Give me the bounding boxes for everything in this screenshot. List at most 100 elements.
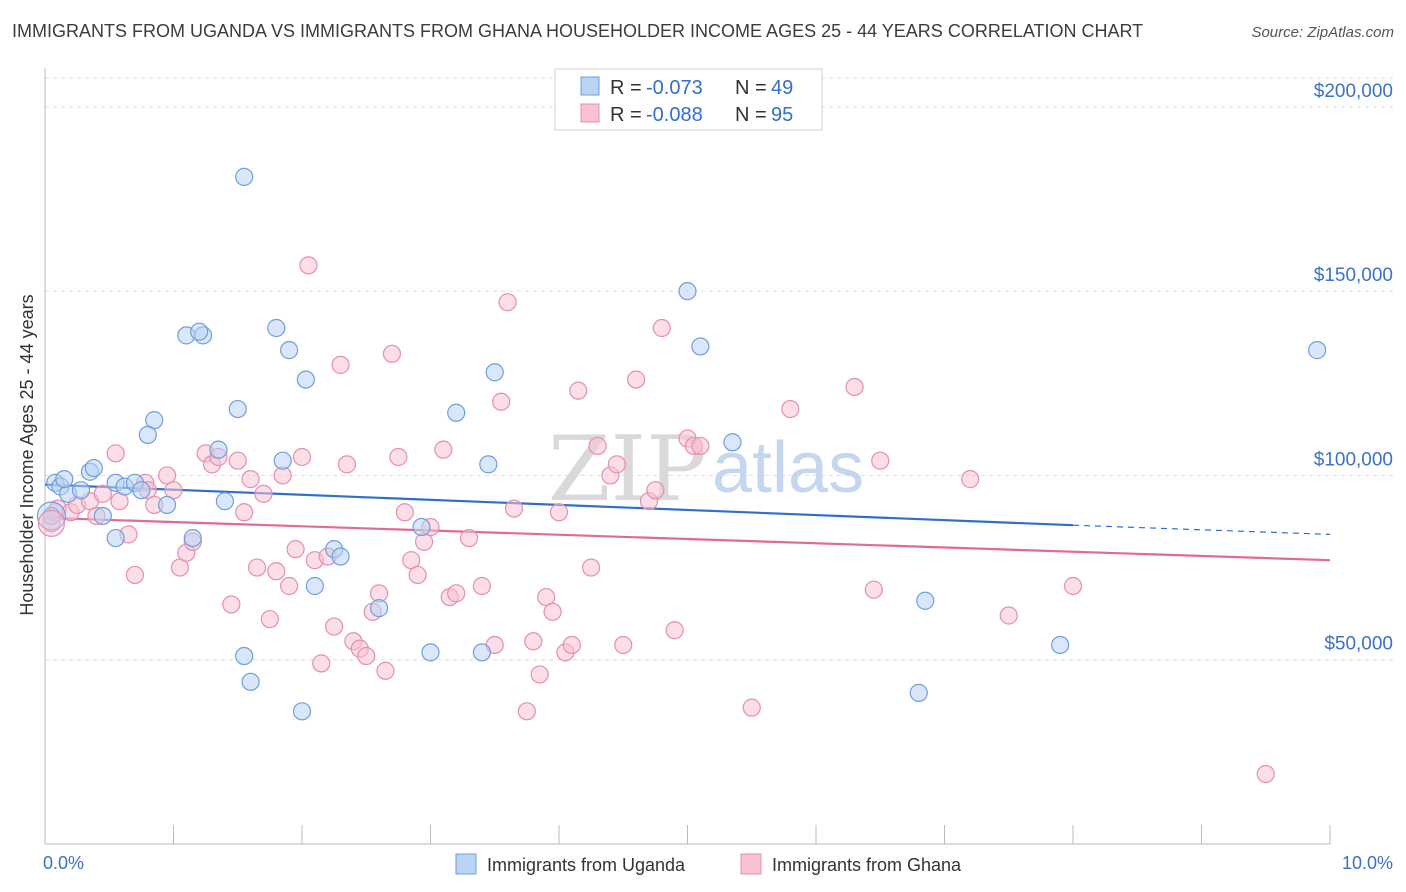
legend-n-value-1: 49 bbox=[771, 77, 793, 99]
point-uganda bbox=[292, 702, 312, 721]
point-uganda bbox=[280, 341, 299, 360]
point-uganda bbox=[241, 672, 260, 691]
point-ghana bbox=[626, 370, 646, 389]
point-uganda bbox=[93, 506, 112, 526]
point-uganda bbox=[331, 547, 350, 566]
point-uganda bbox=[106, 528, 125, 548]
point-ghana bbox=[614, 635, 633, 655]
point-ghana bbox=[999, 606, 1018, 625]
source-label: Source: ZipAtlas.com bbox=[1251, 24, 1394, 41]
y-axis-label: Householder Income Ages 25 - 44 years bbox=[17, 294, 37, 615]
x-tick-labels: 0.0% 10.0% bbox=[43, 853, 1393, 873]
point-ghana bbox=[434, 440, 453, 459]
point-ghana bbox=[569, 381, 588, 400]
point-uganda bbox=[485, 363, 504, 382]
point-ghana bbox=[228, 451, 247, 470]
point-uganda bbox=[909, 683, 928, 702]
data-points bbox=[36, 167, 1327, 784]
y-tick-label: $50,000 bbox=[1324, 634, 1393, 655]
point-ghana bbox=[312, 654, 331, 673]
y-tick-labels: $50,000 $100,000 $150,000 $200,000 bbox=[1314, 81, 1393, 655]
point-ghana bbox=[961, 470, 980, 489]
point-ghana bbox=[376, 661, 395, 680]
point-ghana bbox=[93, 484, 112, 503]
point-ghana bbox=[543, 602, 562, 621]
point-ghana bbox=[652, 318, 671, 338]
point-uganda bbox=[235, 167, 254, 186]
point-ghana bbox=[254, 484, 273, 503]
point-uganda bbox=[479, 455, 498, 474]
point-uganda bbox=[55, 470, 74, 489]
legend-n-label-2: N = bbox=[735, 104, 767, 126]
x-tick-label: 10.0% bbox=[1342, 853, 1393, 873]
stats-legend: R = -0.073 N = 49 R = -0.088 N = 95 bbox=[554, 68, 823, 131]
point-ghana bbox=[357, 646, 376, 666]
point-uganda bbox=[190, 322, 209, 341]
y-tick-label: $200,000 bbox=[1314, 81, 1393, 102]
legend-r-value-2: -0.088 bbox=[646, 104, 703, 126]
point-uganda bbox=[412, 517, 431, 537]
point-ghana bbox=[299, 256, 318, 275]
point-ghana bbox=[691, 436, 710, 456]
point-ghana bbox=[260, 610, 279, 629]
trend-line-uganda-extension bbox=[1072, 524, 1331, 535]
bottom-swatch-ghana bbox=[740, 853, 762, 875]
point-ghana bbox=[1063, 576, 1083, 596]
point-uganda bbox=[1051, 635, 1070, 655]
point-uganda bbox=[472, 643, 491, 662]
bottom-swatch-uganda bbox=[455, 853, 477, 875]
point-ghana bbox=[325, 617, 344, 636]
bottom-legend-ghana: Immigrants from Ghana bbox=[772, 855, 962, 875]
point-ghana bbox=[524, 632, 543, 651]
point-ghana bbox=[504, 499, 524, 518]
point-ghana bbox=[607, 455, 626, 474]
point-uganda bbox=[228, 399, 247, 419]
point-ghana bbox=[292, 447, 312, 467]
point-ghana bbox=[382, 344, 402, 363]
point-ghana bbox=[781, 399, 800, 419]
point-uganda bbox=[691, 337, 710, 356]
point-ghana bbox=[280, 576, 299, 596]
point-uganda bbox=[84, 458, 103, 478]
point-ghana bbox=[871, 451, 890, 470]
legend-swatch-uganda bbox=[580, 76, 600, 96]
legend-n-value-2: 95 bbox=[771, 104, 793, 126]
point-uganda bbox=[273, 451, 292, 470]
point-ghana bbox=[517, 702, 536, 721]
point-uganda bbox=[157, 495, 177, 515]
point-uganda bbox=[42, 506, 61, 526]
point-uganda bbox=[132, 481, 151, 500]
point-uganda bbox=[370, 599, 389, 618]
point-uganda bbox=[678, 282, 697, 301]
legend-swatch-ghana bbox=[580, 103, 600, 123]
bottom-legend-uganda: Immigrants from Uganda bbox=[487, 855, 686, 875]
chart-title: IMMIGRANTS FROM UGANDA VS IMMIGRANTS FRO… bbox=[12, 21, 1144, 41]
legend-r-label-2: R = bbox=[610, 104, 642, 126]
point-ghana bbox=[389, 447, 408, 467]
grid-lines bbox=[45, 77, 1395, 661]
point-ghana bbox=[247, 558, 267, 577]
point-ghana bbox=[562, 635, 581, 655]
point-ghana bbox=[267, 562, 286, 581]
point-ghana bbox=[235, 503, 254, 522]
legend-r-label-1: R = bbox=[610, 77, 642, 99]
point-ghana bbox=[530, 665, 549, 684]
y-tick-label: $100,000 bbox=[1314, 449, 1393, 470]
point-uganda bbox=[296, 370, 315, 389]
point-uganda bbox=[723, 433, 742, 452]
point-ghana bbox=[395, 503, 414, 522]
point-ghana bbox=[582, 558, 601, 577]
trend-line-ghana bbox=[44, 516, 1331, 562]
point-ghana bbox=[447, 584, 466, 603]
point-ghana bbox=[498, 293, 517, 312]
point-ghana bbox=[459, 528, 479, 548]
point-uganda bbox=[209, 440, 228, 459]
point-uganda bbox=[421, 643, 440, 662]
legend-r-value-1: -0.073 bbox=[646, 77, 703, 99]
point-ghana bbox=[241, 470, 260, 489]
legend-n-label-1: N = bbox=[735, 77, 767, 99]
point-ghana bbox=[408, 565, 427, 585]
point-uganda bbox=[447, 403, 466, 422]
axes bbox=[44, 68, 1331, 845]
